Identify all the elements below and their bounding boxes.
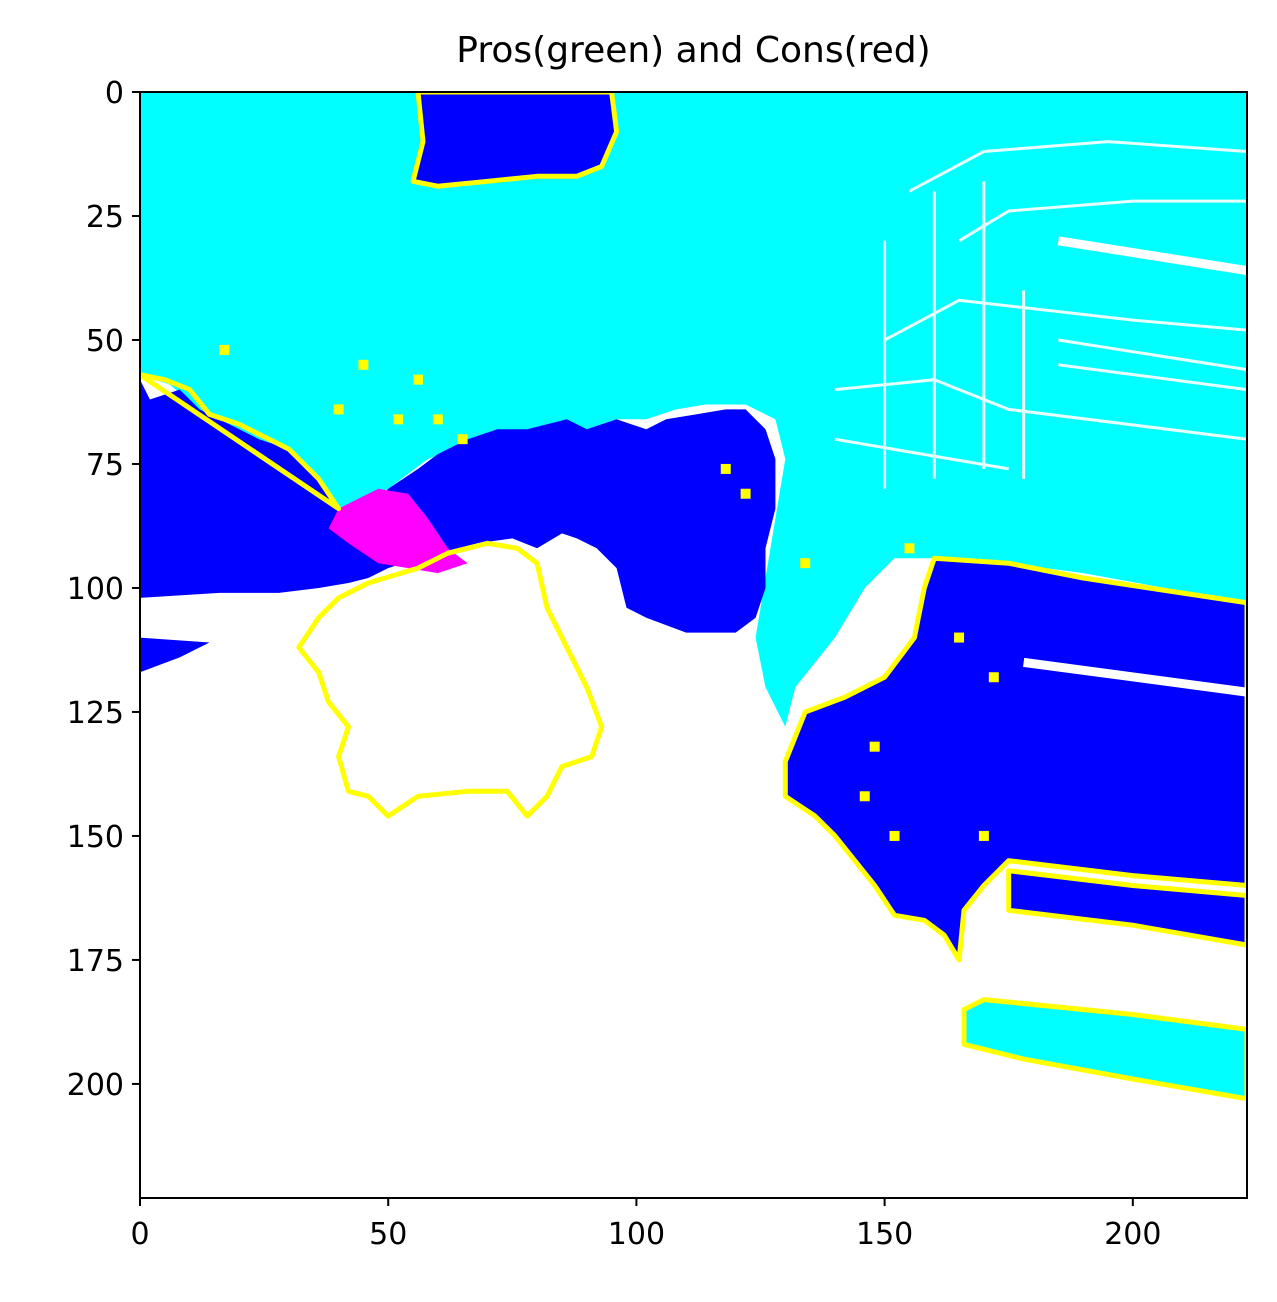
top-blue-blob xyxy=(410,92,620,189)
center-yellow-contour xyxy=(296,540,605,819)
y-tick-label: 125 xyxy=(67,696,124,731)
bus-stripes xyxy=(1023,236,1247,697)
y-tick-label: 0 xyxy=(105,76,124,111)
y-axis: 0 25 50 75 100 125 150 175 200 xyxy=(67,76,140,1103)
x-axis: 0 50 100 150 200 xyxy=(130,1198,1161,1252)
x-tick-label: 0 xyxy=(130,1217,149,1252)
y-tick-label: 175 xyxy=(67,944,124,979)
x-tick-label: 200 xyxy=(1104,1217,1161,1252)
y-tick-label: 50 xyxy=(86,324,124,359)
sky-region xyxy=(140,92,1247,727)
x-tick-label: 150 xyxy=(856,1217,913,1252)
sky-boundary-contour xyxy=(140,372,342,512)
x-tick-label: 100 xyxy=(608,1217,665,1252)
bottom-cyan-strip xyxy=(961,997,1247,1102)
x-tick-label: 50 xyxy=(369,1217,407,1252)
chart-title: Pros(green) and Cons(red) xyxy=(456,30,930,71)
y-tick-label: 75 xyxy=(86,448,124,483)
y-tick-label: 150 xyxy=(67,820,124,855)
y-tick-label: 25 xyxy=(86,200,124,235)
building-texture xyxy=(834,140,1247,489)
plot-area xyxy=(139,91,1248,1199)
heatmap-image xyxy=(140,92,1247,1102)
outline-speckles xyxy=(219,344,999,841)
y-tick-label: 200 xyxy=(67,1068,124,1103)
left-blue-band xyxy=(140,379,776,633)
right-blue-lower xyxy=(1006,868,1247,948)
right-blue-mid xyxy=(782,555,1247,963)
left-small-blue xyxy=(140,637,210,673)
y-tick-label: 100 xyxy=(67,572,124,607)
magenta-spot xyxy=(328,488,468,574)
plot-frame xyxy=(139,91,1248,1199)
